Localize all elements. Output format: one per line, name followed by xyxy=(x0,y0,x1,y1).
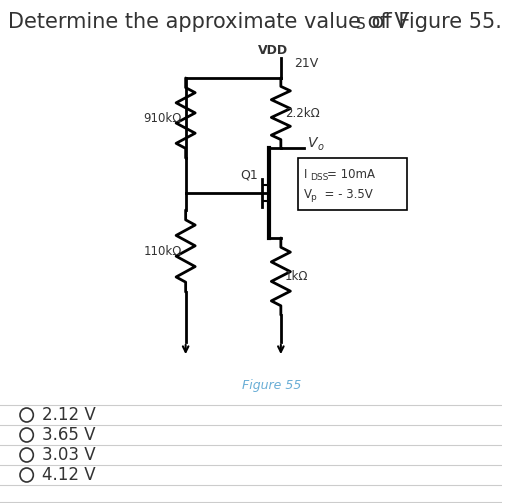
Text: 2.2kΩ: 2.2kΩ xyxy=(285,107,319,120)
Text: Q1: Q1 xyxy=(240,169,258,182)
Text: V: V xyxy=(304,188,311,201)
Text: 2.12 V: 2.12 V xyxy=(42,406,95,424)
Text: 110kΩ: 110kΩ xyxy=(143,244,182,258)
Text: 21V: 21V xyxy=(294,56,318,69)
Text: Determine the approximate value of V: Determine the approximate value of V xyxy=(7,12,408,32)
Text: Figure 55: Figure 55 xyxy=(242,378,301,391)
Text: o: o xyxy=(318,142,324,152)
Text: 3.03 V: 3.03 V xyxy=(42,446,95,464)
Text: 910kΩ: 910kΩ xyxy=(143,112,182,125)
Text: 4.12 V: 4.12 V xyxy=(42,466,95,484)
Text: DSS: DSS xyxy=(310,174,329,183)
Text: V: V xyxy=(308,136,317,150)
Text: 3.65 V: 3.65 V xyxy=(42,426,95,444)
Text: S: S xyxy=(356,17,366,32)
Text: of Figure 55.: of Figure 55. xyxy=(365,12,502,32)
Text: = 10mA: = 10mA xyxy=(327,167,375,181)
Text: VDD: VDD xyxy=(258,43,288,56)
Text: p: p xyxy=(310,194,316,203)
Text: I: I xyxy=(304,167,307,181)
Text: 1kΩ: 1kΩ xyxy=(285,270,308,283)
Bar xyxy=(298,158,407,210)
Text: = - 3.5V: = - 3.5V xyxy=(317,188,373,201)
